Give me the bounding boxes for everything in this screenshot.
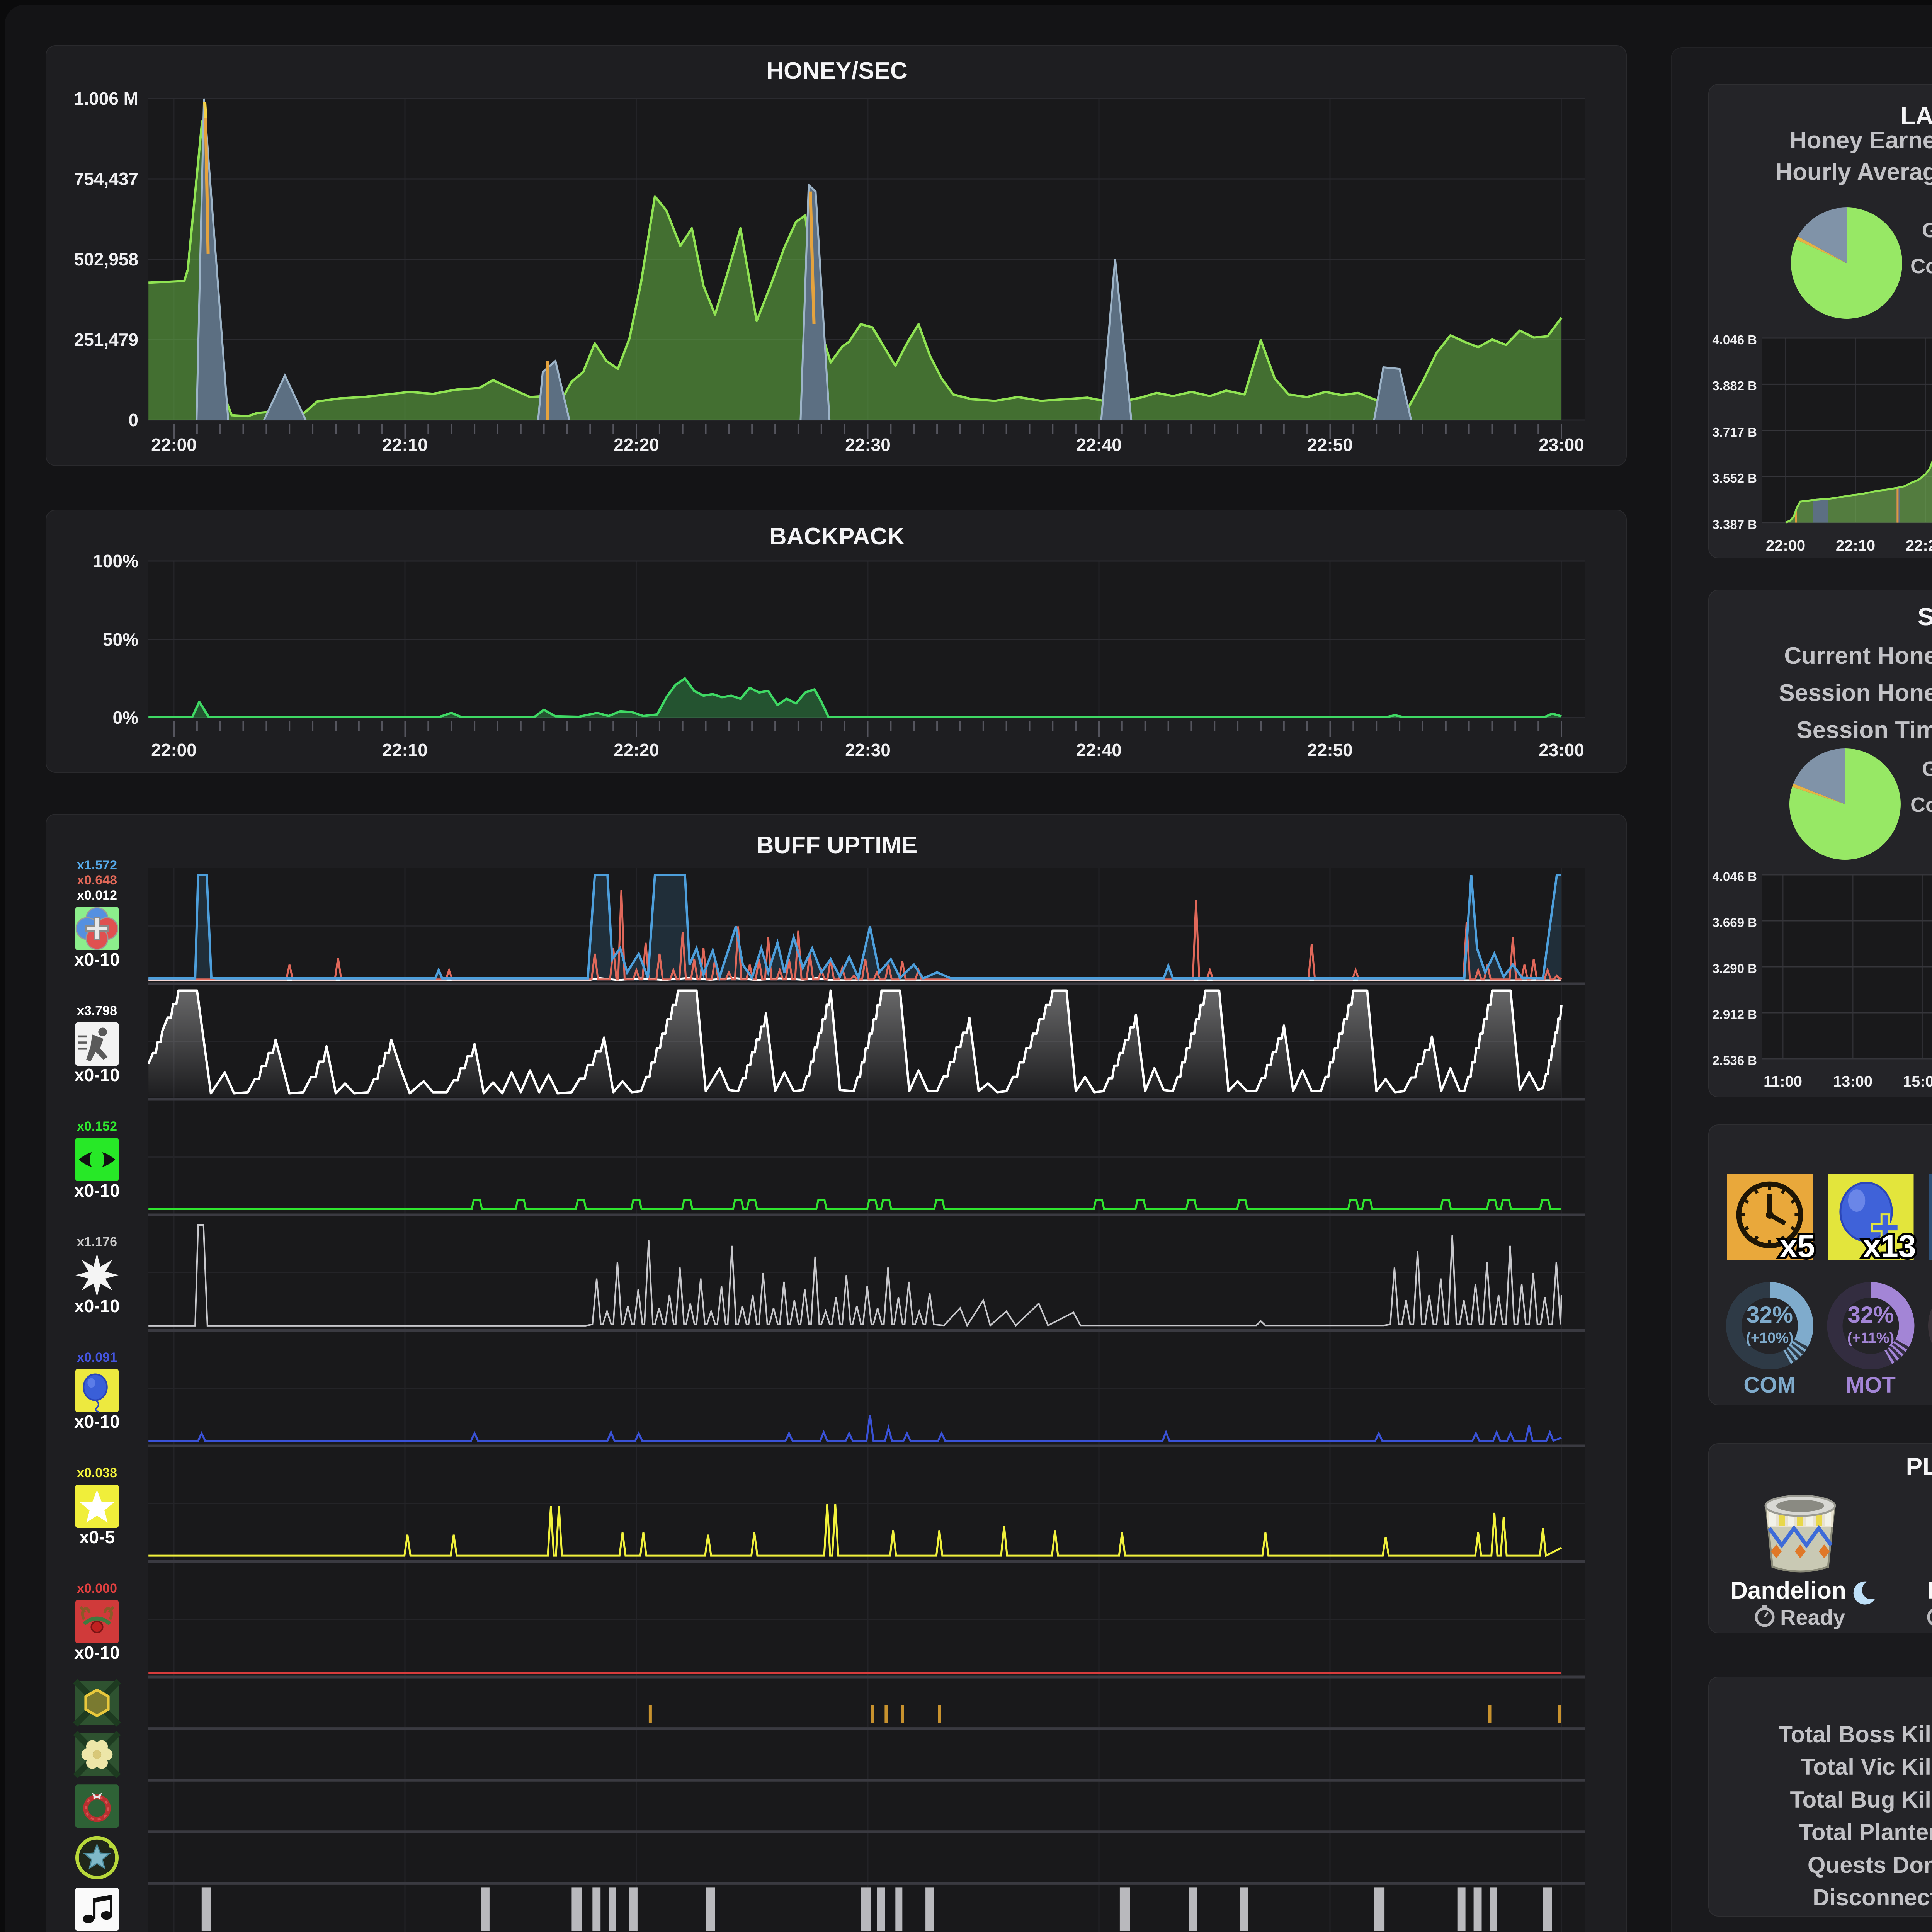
svg-text:Session Time: Session Time bbox=[1796, 717, 1932, 743]
svg-text:x1.176: x1.176 bbox=[77, 1235, 117, 1249]
svg-text:x1.572: x1.572 bbox=[77, 858, 117, 872]
svg-text:COM: COM bbox=[1743, 1372, 1796, 1398]
svg-text:22:10: 22:10 bbox=[1836, 537, 1875, 554]
svg-text:x0.038: x0.038 bbox=[77, 1466, 117, 1480]
svg-text:15:00: 15:00 bbox=[1903, 1073, 1932, 1090]
svg-text:1.006 M: 1.006 M bbox=[74, 88, 138, 109]
svg-text:11:00: 11:00 bbox=[1764, 1073, 1802, 1090]
svg-text:22:50: 22:50 bbox=[1307, 740, 1353, 760]
svg-text:4.046 B: 4.046 B bbox=[1712, 869, 1757, 884]
svg-text:3.387 B: 3.387 B bbox=[1712, 517, 1757, 532]
svg-text:Quests Done: Quests Done bbox=[1808, 1852, 1932, 1878]
svg-text:Convert: Convert bbox=[1910, 255, 1932, 278]
svg-text:Hourly Average: Hourly Average bbox=[1775, 159, 1932, 185]
svg-text:2.536 B: 2.536 B bbox=[1712, 1053, 1757, 1068]
svg-text:MOT: MOT bbox=[1846, 1372, 1896, 1398]
svg-text:3.290 B: 3.290 B bbox=[1712, 961, 1757, 976]
svg-text:Total Bug Kills: Total Bug Kills bbox=[1790, 1787, 1932, 1813]
svg-text:(+11%): (+11%) bbox=[1847, 1330, 1894, 1346]
svg-text:22:00: 22:00 bbox=[151, 740, 197, 760]
svg-text:x5: x5 bbox=[1780, 1229, 1815, 1264]
svg-text:Ready: Ready bbox=[1780, 1605, 1845, 1629]
svg-text:x0.012: x0.012 bbox=[77, 888, 117, 903]
svg-text:Honey Earned: Honey Earned bbox=[1789, 127, 1932, 154]
svg-text:50%: 50% bbox=[103, 629, 138, 650]
svg-text:LAST HOUR: LAST HOUR bbox=[1900, 102, 1932, 130]
svg-text:x13: x13 bbox=[1863, 1229, 1916, 1264]
svg-text:4.046 B: 4.046 B bbox=[1712, 333, 1757, 347]
svg-text:2.912 B: 2.912 B bbox=[1712, 1007, 1757, 1022]
svg-text:22:10: 22:10 bbox=[382, 740, 428, 760]
svg-text:22:30: 22:30 bbox=[845, 435, 891, 455]
svg-text:Rose: Rose bbox=[1927, 1577, 1932, 1604]
svg-text:32%: 32% bbox=[1747, 1302, 1793, 1328]
svg-text:SESSION: SESSION bbox=[1918, 603, 1932, 631]
svg-text:22:00: 22:00 bbox=[151, 435, 197, 455]
svg-text:x0-10: x0-10 bbox=[74, 1412, 120, 1432]
svg-text:3.717 B: 3.717 B bbox=[1712, 425, 1757, 439]
svg-text:PLANTERS: PLANTERS bbox=[1906, 1452, 1932, 1480]
svg-text:Convert: Convert bbox=[1910, 793, 1932, 816]
svg-text:754,437: 754,437 bbox=[74, 169, 138, 189]
svg-text:x0.091: x0.091 bbox=[77, 1350, 117, 1365]
svg-text:Disconnects: Disconnects bbox=[1813, 1884, 1932, 1910]
svg-text:Session Honey: Session Honey bbox=[1779, 680, 1932, 706]
svg-text:x3.798: x3.798 bbox=[77, 1003, 117, 1018]
svg-text:251,479: 251,479 bbox=[74, 330, 138, 350]
svg-text:Total Vic Kills: Total Vic Kills bbox=[1801, 1754, 1932, 1780]
svg-text:x0-10: x0-10 bbox=[74, 1180, 120, 1201]
svg-text:x0.648: x0.648 bbox=[77, 873, 117, 888]
svg-text:(+10%): (+10%) bbox=[1746, 1330, 1794, 1346]
svg-text:x0-5: x0-5 bbox=[79, 1527, 115, 1547]
svg-text:22:20: 22:20 bbox=[1906, 537, 1932, 554]
svg-text:23:00: 23:00 bbox=[1539, 435, 1584, 455]
svg-text:x0-10: x0-10 bbox=[74, 949, 120, 969]
svg-text:100%: 100% bbox=[93, 551, 138, 571]
svg-text:Total Planters: Total Planters bbox=[1799, 1819, 1932, 1845]
svg-text:23:00: 23:00 bbox=[1539, 740, 1584, 760]
svg-text:Total Boss Kills: Total Boss Kills bbox=[1778, 1721, 1932, 1747]
svg-text:22:40: 22:40 bbox=[1076, 435, 1122, 455]
svg-text:HONEY/SEC: HONEY/SEC bbox=[766, 58, 907, 84]
svg-text:22:20: 22:20 bbox=[614, 740, 659, 760]
svg-text:0: 0 bbox=[128, 410, 138, 430]
svg-text:Gather: Gather bbox=[1922, 219, 1932, 242]
svg-text:22:50: 22:50 bbox=[1307, 435, 1353, 455]
svg-text:BACKPACK: BACKPACK bbox=[769, 523, 905, 550]
svg-text:x0.000: x0.000 bbox=[77, 1581, 117, 1596]
svg-text:BUFFS: BUFFS bbox=[1931, 1133, 1932, 1161]
svg-text:Dandelion: Dandelion bbox=[1730, 1577, 1846, 1604]
svg-text:x0.152: x0.152 bbox=[77, 1119, 117, 1134]
svg-text:3.552 B: 3.552 B bbox=[1712, 471, 1757, 485]
svg-text:0%: 0% bbox=[113, 707, 138, 728]
svg-text:x0-10: x0-10 bbox=[74, 1296, 120, 1316]
svg-text:Gather: Gather bbox=[1922, 757, 1932, 781]
svg-text:22:40: 22:40 bbox=[1076, 740, 1122, 760]
svg-text:3.669 B: 3.669 B bbox=[1712, 915, 1757, 930]
svg-text:3.882 B: 3.882 B bbox=[1712, 379, 1757, 393]
svg-text:22:00: 22:00 bbox=[1766, 537, 1805, 554]
svg-text:22:30: 22:30 bbox=[845, 740, 891, 760]
svg-text:32%: 32% bbox=[1847, 1302, 1894, 1328]
svg-text:x0-10: x0-10 bbox=[74, 1643, 120, 1663]
svg-text:BUFF UPTIME: BUFF UPTIME bbox=[757, 832, 918, 859]
svg-text:13:00: 13:00 bbox=[1833, 1073, 1872, 1090]
svg-text:502,958: 502,958 bbox=[74, 249, 138, 269]
svg-text:Current Honey: Current Honey bbox=[1784, 643, 1932, 669]
svg-text:x0-10: x0-10 bbox=[74, 1065, 120, 1085]
svg-text:22:10: 22:10 bbox=[382, 435, 428, 455]
svg-text:22:20: 22:20 bbox=[614, 435, 659, 455]
